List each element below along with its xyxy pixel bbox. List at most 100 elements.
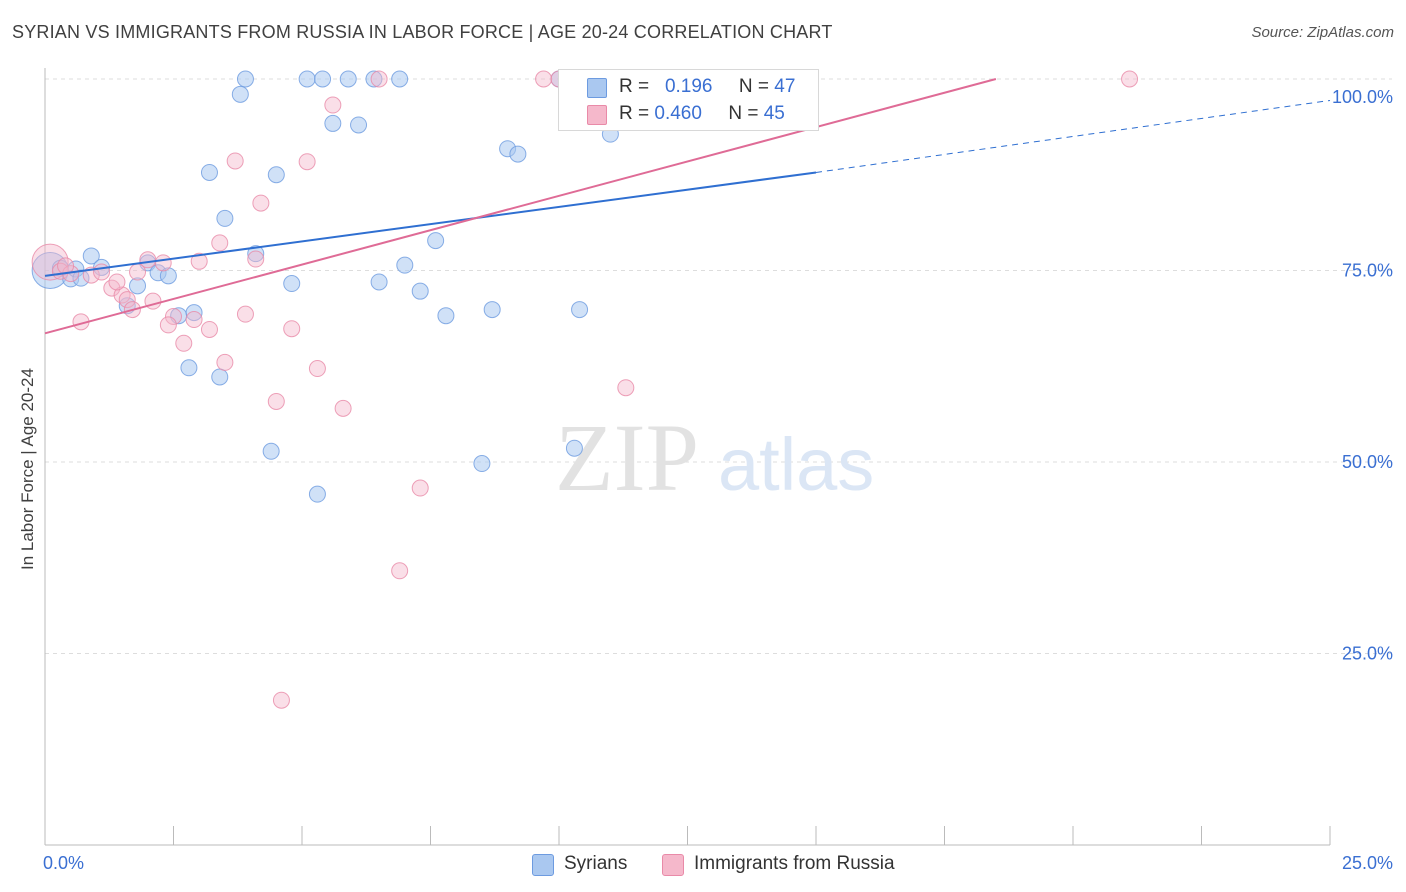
point-syrians (483, 301, 501, 319)
legend-text-syrians: R = 0.196 N = 47 (619, 76, 795, 98)
point-syrians (200, 163, 218, 181)
point-syrians (314, 70, 332, 88)
point-russia (216, 353, 234, 371)
point-syrians (211, 368, 229, 386)
legend-swatch-syrians (587, 78, 607, 98)
legend-label-syrians: Syrians (564, 853, 628, 874)
point-syrians (185, 304, 203, 322)
point-syrians (236, 70, 254, 88)
point-syrians (411, 282, 429, 300)
x-tick-label: 0.0% (43, 853, 84, 873)
point-russia (247, 250, 265, 268)
legend-swatch-russia (662, 854, 684, 876)
point-syrians (391, 70, 409, 88)
point-russia (391, 562, 409, 580)
point-russia (154, 254, 172, 272)
point-russia (190, 252, 208, 270)
axes (44, 68, 1331, 846)
data-points (31, 70, 1139, 709)
point-syrians (509, 145, 527, 163)
point-syrians (298, 70, 316, 88)
point-syrians (365, 70, 383, 88)
legend-swatch-russia (587, 105, 607, 125)
point-syrians (565, 439, 583, 457)
point-russia (535, 70, 553, 88)
n-label: N = (738, 76, 770, 97)
r-label: R = (619, 103, 650, 124)
point-russia (175, 334, 193, 352)
point-russia (139, 251, 157, 269)
point-russia (211, 234, 229, 252)
y-tick-label: 75.0% (1342, 261, 1393, 281)
r-label: R = (619, 76, 650, 97)
point-russia (370, 70, 388, 88)
y-tick-label: 100.0% (1332, 87, 1393, 107)
point-syrians (324, 114, 342, 132)
point-syrians (82, 247, 100, 265)
series-legend: Syrians Immigrants from Russia (0, 852, 1406, 878)
point-russia (159, 316, 177, 334)
point-syrians (339, 70, 357, 88)
trend-lines (44, 78, 1331, 335)
x-tick-label: 25.0% (1342, 853, 1393, 873)
point-russia (272, 691, 290, 709)
point-russia (617, 379, 635, 397)
tick-labels: 25.0% 50.0% 75.0% 100.0% 0.0% 25.0% (43, 87, 1393, 873)
watermark-atlas: atlas (718, 423, 874, 506)
legend-label-russia: Immigrants from Russia (694, 853, 895, 874)
n-value: 47 (774, 76, 796, 97)
stats-legend: R = 0.196 N = 47 R = 0.460 N = 45 (558, 69, 819, 131)
point-syrians (350, 116, 368, 134)
point-syrians (396, 256, 414, 274)
legend-text-russia: R = 0.460 N = 45 (619, 103, 785, 125)
chart-title: SYRIAN VS IMMIGRANTS FROM RUSSIA IN LABO… (12, 22, 833, 42)
point-syrians (370, 273, 388, 291)
point-syrians (437, 307, 455, 325)
point-syrians (180, 359, 198, 377)
point-russia (226, 152, 244, 170)
point-syrians (247, 245, 265, 263)
point-syrians (308, 485, 326, 503)
point-syrians (216, 209, 234, 227)
legend-swatch-syrians (532, 854, 554, 876)
point-syrians (129, 277, 147, 295)
point-russia (334, 399, 352, 417)
point-russia (165, 307, 182, 325)
point-russia (108, 273, 126, 291)
y-tick-label: 50.0% (1342, 452, 1393, 472)
watermark-zip: ZIP (555, 404, 699, 511)
point-russia (252, 194, 270, 212)
trend-line-syrians-extension (815, 99, 1331, 173)
point-russia (236, 305, 254, 323)
point-syrians (427, 232, 445, 250)
point-russia (267, 392, 285, 410)
point-russia (185, 311, 203, 329)
point-russia (1121, 70, 1139, 88)
point-syrians (231, 85, 249, 103)
point-russia (308, 360, 326, 378)
point-russia (411, 479, 429, 497)
n-label: N = (728, 103, 759, 124)
point-syrians (159, 267, 177, 285)
grid-lines (45, 78, 1392, 654)
point-syrians (571, 301, 589, 319)
point-syrians (473, 455, 491, 473)
trend-line-russia (44, 78, 997, 335)
point-russia (298, 153, 316, 171)
chart-source: Source: ZipAtlas.com (1251, 24, 1394, 41)
point-russia (93, 263, 111, 281)
trend-line-syrians (44, 171, 817, 277)
point-syrians (267, 166, 285, 184)
point-syrians (262, 442, 280, 460)
r-value: 0.460 (654, 103, 702, 124)
point-russia (283, 320, 301, 338)
point-russia (324, 96, 342, 114)
point-russia (113, 286, 131, 304)
r-value: 0.196 (664, 76, 713, 97)
point-russia (200, 320, 218, 338)
n-value: 45 (763, 103, 785, 124)
point-syrians (283, 275, 301, 293)
point-russia (118, 291, 136, 309)
y-tick-label: 25.0% (1342, 644, 1393, 664)
